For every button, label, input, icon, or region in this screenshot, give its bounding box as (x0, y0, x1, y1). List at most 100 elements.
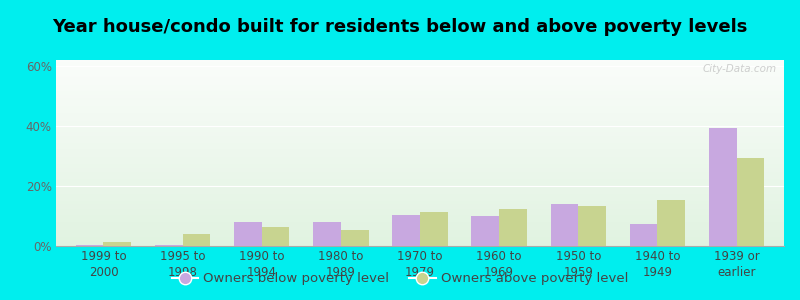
Bar (56, 138, 784, 140)
Bar (56, 224, 784, 225)
Bar (56, 235, 784, 236)
Bar (56, 182, 784, 183)
Bar (56, 107, 784, 108)
Bar (56, 236, 784, 237)
Bar (56, 195, 784, 196)
Bar (56, 188, 784, 189)
Bar (56, 165, 784, 166)
Bar (56, 97, 784, 98)
Bar (56, 191, 784, 193)
Bar (56, 146, 784, 147)
Bar (56, 201, 784, 202)
Bar (56, 241, 784, 242)
Bar (56, 193, 784, 194)
Bar (56, 211, 784, 212)
Bar (56, 71, 784, 72)
Bar (56, 157, 784, 158)
Bar (341, 230, 369, 246)
Bar (56, 169, 784, 170)
Bar (56, 245, 784, 246)
Bar (56, 76, 784, 77)
Bar (56, 106, 784, 107)
Bar (56, 137, 784, 138)
Bar (56, 227, 784, 229)
Bar (56, 92, 784, 94)
Bar (56, 117, 784, 118)
Bar (56, 222, 784, 224)
Bar (313, 222, 341, 246)
Bar (56, 111, 784, 112)
Bar (56, 132, 784, 133)
Bar (56, 172, 784, 173)
Bar (56, 206, 784, 208)
Bar (103, 242, 131, 246)
Bar (56, 170, 784, 172)
Bar (56, 218, 784, 219)
Text: Year house/condo built for residents below and above poverty levels: Year house/condo built for residents bel… (52, 18, 748, 36)
Bar (56, 91, 784, 92)
Bar (56, 200, 784, 201)
Bar (56, 136, 784, 137)
Bar (56, 98, 784, 100)
Bar (56, 237, 784, 238)
Bar (56, 82, 784, 84)
Bar (56, 133, 784, 134)
Bar (56, 112, 784, 113)
Bar (56, 74, 784, 75)
Bar (56, 167, 784, 168)
Bar (56, 220, 784, 221)
Bar (550, 204, 578, 246)
Bar (56, 72, 784, 74)
Bar (56, 153, 784, 154)
Bar (182, 234, 210, 246)
Bar (56, 212, 784, 214)
Bar (56, 164, 784, 165)
Bar (56, 221, 784, 222)
Bar (56, 70, 784, 71)
Bar (56, 231, 784, 232)
Bar (155, 244, 182, 246)
Bar (56, 152, 784, 153)
Bar (56, 66, 784, 68)
Bar (56, 173, 784, 174)
Bar (56, 123, 784, 124)
Bar (56, 183, 784, 184)
Bar (56, 113, 784, 115)
Text: City-Data.com: City-Data.com (702, 64, 777, 74)
Legend: Owners below poverty level, Owners above poverty level: Owners below poverty level, Owners above… (166, 267, 634, 290)
Bar (56, 64, 784, 65)
Bar (56, 62, 784, 64)
Bar (56, 179, 784, 180)
Bar (56, 128, 784, 129)
Bar (56, 95, 784, 96)
Bar (56, 202, 784, 204)
Bar (56, 155, 784, 157)
Bar (56, 159, 784, 160)
Bar (56, 122, 784, 123)
Bar (56, 190, 784, 191)
Bar (56, 229, 784, 230)
Bar (56, 127, 784, 128)
Bar (56, 189, 784, 190)
Bar (56, 140, 784, 141)
Bar (56, 81, 784, 82)
Bar (56, 134, 784, 136)
Bar (56, 205, 784, 206)
Bar (56, 60, 784, 61)
Bar (56, 77, 784, 79)
Bar (56, 105, 784, 106)
Bar (56, 85, 784, 86)
Bar (56, 208, 784, 209)
Bar (420, 212, 448, 246)
Bar (630, 224, 658, 246)
Bar (56, 80, 784, 81)
Bar (56, 240, 784, 241)
Bar (56, 180, 784, 181)
Bar (56, 118, 784, 119)
Bar (56, 142, 784, 143)
Bar (56, 209, 784, 210)
Bar (56, 96, 784, 97)
Bar (56, 144, 784, 145)
Bar (56, 216, 784, 217)
Bar (56, 126, 784, 127)
